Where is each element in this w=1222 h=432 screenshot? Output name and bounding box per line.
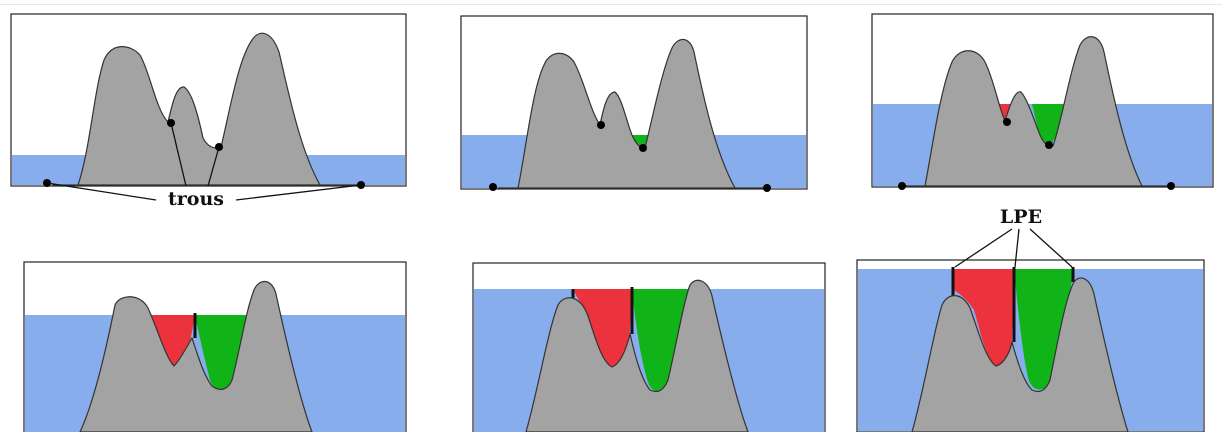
hole-dot [1167,182,1175,190]
hole-dot [763,184,771,192]
hole-markers [898,118,1175,190]
relief-profile [904,36,1173,187]
right-basin-fill [632,289,688,392]
relief-profile [52,32,361,186]
lpe-label: LPE [1000,206,1042,228]
hole-dot [489,183,497,191]
hole-dot [597,121,605,129]
hole-dot [1045,141,1053,149]
hole-dot [639,144,647,152]
lpe-callout-lines [954,228,1073,268]
trous-callout-lines [46,122,362,201]
relief-profile [911,277,1129,432]
panel-stage-2 [460,15,808,192]
left-basin-fill [573,289,632,368]
panel-stage-6: LPE [856,206,1205,432]
hole-markers [489,121,771,192]
right-basin-fill [1014,269,1073,390]
panel-stage-1: trous [10,13,407,210]
left-basin-fill [953,269,1014,367]
relief-profile [525,279,749,432]
panel-stage-4 [23,261,407,432]
relief-profile [79,280,313,432]
top-rule [0,4,1222,5]
right-basin-fill [195,315,248,391]
hole-dot [898,182,906,190]
panel-stage-3 [871,13,1214,190]
panel-stage-5 [472,262,826,432]
trous-label: trous [168,188,224,210]
hole-dot [1003,118,1011,126]
relief-profile [497,38,769,189]
